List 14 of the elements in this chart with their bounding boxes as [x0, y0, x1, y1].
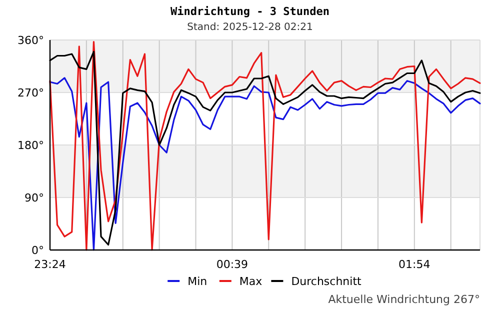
legend-label: Max [239, 275, 263, 288]
y-tick-label: 360° [18, 34, 44, 47]
y-tick-label: 180° [18, 139, 44, 152]
chart-subtitle: Stand: 2025-12-28 02:21 [187, 22, 313, 33]
legend-label: Durchschnitt [291, 275, 362, 288]
x-tick-label: 23:24 [34, 258, 66, 271]
legend-label: Min [188, 275, 208, 288]
text: Aktuelle Windrichtung 267° [328, 293, 480, 306]
y-tick-label: 0° [32, 244, 44, 257]
y-tick-label: 90° [24, 192, 44, 204]
x-tick-label: 00:39 [216, 258, 248, 271]
y-tick-label: 270° [18, 86, 44, 100]
x-tick-label: 01:54 [398, 258, 430, 271]
chart-title: Windrichtung - 3 Stunden [170, 5, 330, 18]
